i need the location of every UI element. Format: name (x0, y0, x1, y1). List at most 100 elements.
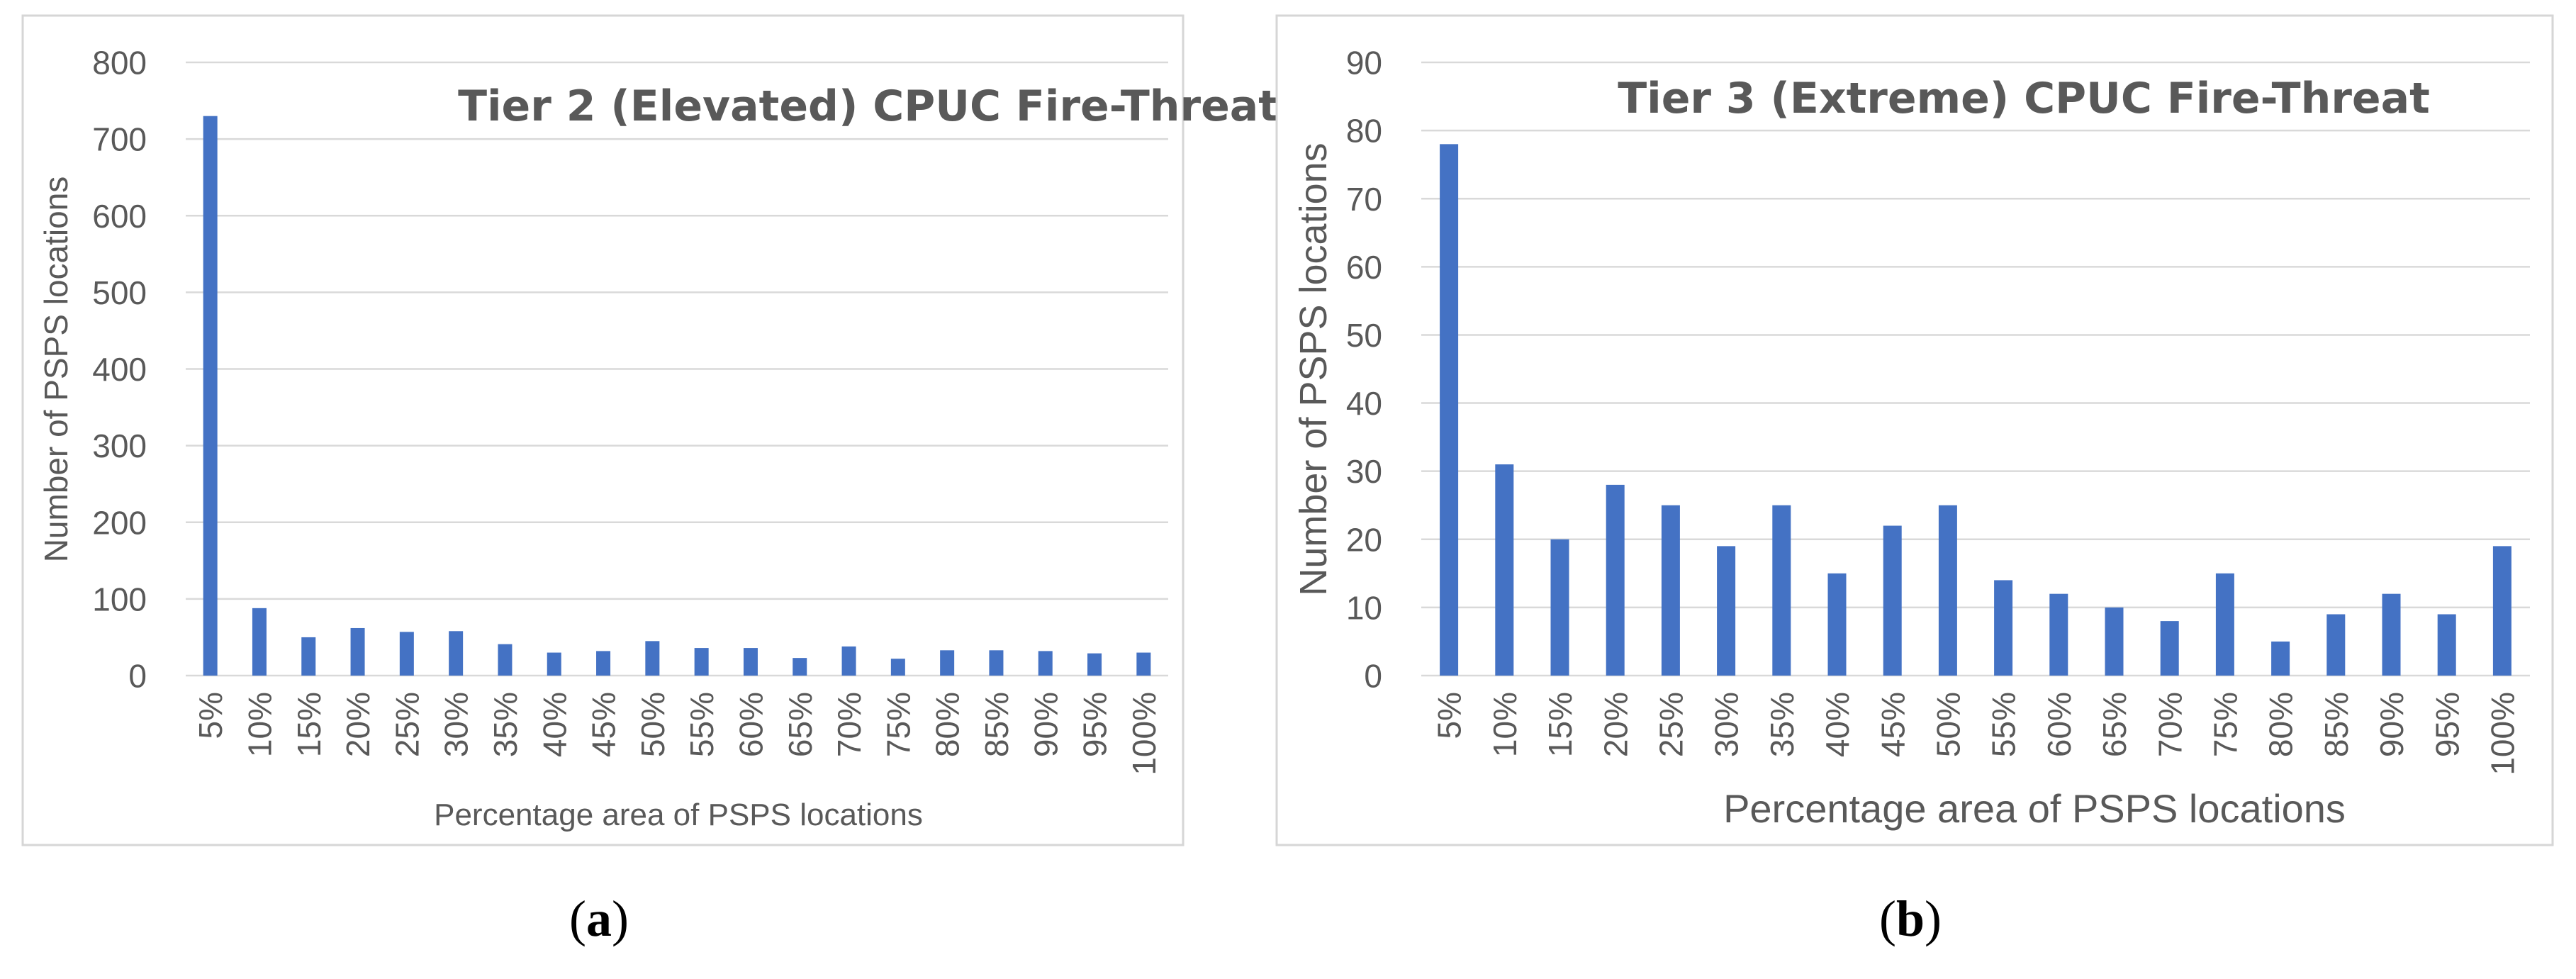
x-tick-label: 90% (1027, 692, 1064, 757)
x-tick-label: 65% (782, 692, 819, 757)
bar (1038, 651, 1053, 676)
x-tick-label: 60% (733, 692, 770, 757)
chart-panel-a: 0 100 200 300 400 500 600 700 800 5% 10% 15% 20% 25% 3… (21, 14, 1279, 846)
x-tick-label: 50% (634, 692, 671, 757)
bar (203, 116, 218, 676)
y-tick-label: 30 (1346, 453, 1382, 490)
chart-panel-b: 0 10 20 30 40 50 60 70 80 90 5% 10% 15% 20% 25% 30% 35% 4… (1275, 14, 2554, 846)
x-tick-label: 95% (1077, 692, 1114, 757)
bar (743, 648, 758, 676)
y-tick-label: 80 (1346, 113, 1382, 150)
x-tick-label: 20% (1597, 692, 1634, 757)
x-tick-label: 100% (1126, 692, 1163, 776)
bar (2105, 607, 2124, 676)
bar (449, 631, 464, 676)
bar (1772, 505, 1791, 676)
bar (252, 608, 267, 676)
y-tick-label: 90 (1346, 45, 1382, 82)
x-tick-label: 70% (2151, 692, 2188, 757)
x-tick-label: 10% (1486, 692, 1523, 757)
y-tick-label: 70 (1346, 181, 1382, 218)
x-tick-label: 45% (1874, 692, 1911, 757)
bar (2271, 641, 2290, 676)
bar (1883, 525, 1902, 676)
x-tick-label: 55% (1986, 692, 2022, 757)
x-tick-label: 25% (388, 692, 425, 757)
bar (2215, 573, 2234, 676)
x-tick-label: 5% (192, 692, 229, 739)
x-tick-label: 55% (683, 692, 720, 757)
x-tick-label: 40% (1819, 692, 1856, 757)
y-tick-label: 700 (92, 121, 147, 158)
bar (1994, 580, 2013, 676)
chart-title: Tier 3 (Extreme) CPUC Fire-Threat (1618, 74, 2430, 123)
x-axis-label: Percentage area of PSPS locations (434, 798, 923, 832)
y-tick-label: 0 (1364, 658, 1382, 695)
x-tick-label: 20% (340, 692, 376, 757)
x-tick-label: 75% (2207, 692, 2244, 757)
x-tick-label: 40% (536, 692, 573, 757)
bar (793, 658, 807, 676)
y-tick-label: 10 (1346, 589, 1382, 626)
x-tick-label: 90% (2373, 692, 2410, 757)
bar (1827, 573, 1847, 676)
x-tick-label: 60% (2041, 692, 2078, 757)
bar (1087, 653, 1102, 676)
bar (399, 632, 414, 676)
y-tick-label: 20 (1346, 521, 1382, 558)
bar (2382, 593, 2401, 676)
x-tick-label: 80% (929, 692, 966, 757)
x-tick-label: 30% (1708, 692, 1745, 757)
x-tick-label: 35% (487, 692, 524, 757)
bar (645, 641, 660, 676)
x-tick-label: 80% (2263, 692, 2300, 757)
y-axis-label: Number of PSPS locations (38, 177, 74, 563)
x-tick-label: 85% (978, 692, 1015, 757)
y-tick-label: 60 (1346, 249, 1382, 286)
y-tick-label: 100 (92, 581, 147, 617)
x-tick-label: 100% (2484, 692, 2521, 776)
bar (2326, 614, 2346, 676)
y-tick-label: 800 (92, 45, 147, 82)
bar (1136, 652, 1151, 676)
bar (596, 651, 611, 676)
y-axis-label: Number of PSPS locations (1292, 142, 1335, 595)
x-tick-label: 45% (586, 692, 622, 757)
x-tick-label: 15% (1542, 692, 1579, 757)
x-tick-label: 10% (242, 692, 279, 757)
bar (989, 650, 1004, 676)
bar (1495, 464, 1514, 676)
x-tick-label: 50% (1930, 692, 1966, 757)
bar (2437, 614, 2456, 676)
caption-a: (a) (569, 890, 629, 947)
bar (2160, 621, 2179, 676)
x-tick-label: 25% (1652, 692, 1689, 757)
bar (1550, 539, 1569, 676)
bar (2492, 546, 2511, 676)
x-tick-label: 5% (1431, 692, 1468, 739)
x-tick-label: 30% (438, 692, 475, 757)
bar (1661, 505, 1680, 676)
bar (890, 659, 905, 676)
x-tick-label: 65% (2096, 692, 2133, 757)
bar (1717, 546, 1736, 676)
bar (1440, 144, 1459, 676)
chart-frame (1275, 14, 2554, 846)
bar (350, 627, 365, 676)
y-tick-label: 200 (92, 504, 147, 541)
bar (1938, 505, 1957, 676)
x-axis-label: Percentage area of PSPS locations (1723, 786, 2346, 831)
bar (841, 646, 856, 676)
bar (1606, 484, 1625, 676)
bar (301, 637, 316, 676)
y-tick-label: 600 (92, 198, 147, 235)
chart-title: Tier 2 (Elevated) CPUC Fire-Threat (458, 82, 1279, 131)
y-tick-label: 500 (92, 274, 147, 311)
x-tick-label: 95% (2429, 692, 2465, 757)
y-tick-label: 300 (92, 427, 147, 464)
bar (694, 648, 709, 676)
bar (2049, 593, 2068, 676)
bar (498, 644, 513, 676)
bar (940, 650, 955, 676)
